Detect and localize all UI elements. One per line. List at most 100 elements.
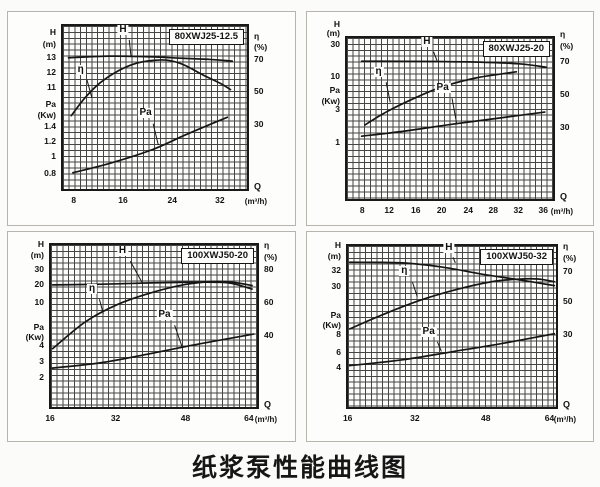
curve-H [69, 56, 233, 61]
y-axis-label: 12 [46, 67, 56, 78]
q-axis-label: Q [560, 191, 568, 202]
x-tick-label: 28 [488, 205, 498, 215]
y-axis-label: 1 [335, 137, 340, 148]
right-axis-label: 30 [560, 121, 570, 132]
right-axis-label: 60 [264, 296, 274, 307]
y-axis-label: 4 [336, 361, 341, 372]
curve-label-Pa: Pa [156, 309, 173, 321]
y-axis-label: (Kw) [322, 319, 341, 330]
y-axis-label: H [49, 27, 56, 38]
figure-caption: 纸浆泵性能曲线图 [191, 453, 408, 482]
y-axis-label: 0.8 [44, 167, 56, 178]
x-tick-label: 48 [180, 413, 191, 423]
x-tick-label: 8 [359, 205, 365, 215]
x-tick-label: 8 [71, 195, 77, 205]
chart-panel-3: 100XWJ50-20 H (m) 30 20 10 Pa (Kw) 4 3 2 η (%) 80 60 4… [7, 231, 296, 442]
q-axis-label: Q [254, 181, 262, 192]
x-tick-label: 64 [544, 413, 555, 423]
x-tick-label: 48 [480, 413, 491, 423]
x-tick-label: 16 [411, 205, 421, 215]
x-tick-label: 16 [45, 413, 55, 423]
curve-label-H: H [116, 245, 129, 257]
x-tick-label: 32 [110, 413, 121, 423]
right-axis-label: 70 [560, 55, 570, 66]
curve-Pa [362, 112, 545, 136]
curves-svg-3 [51, 245, 257, 407]
y-axis-label: H [334, 239, 341, 250]
y-axis-label: 20 [34, 278, 44, 289]
y-axis-label: (m) [327, 251, 341, 262]
curve-label-η: η [75, 63, 86, 75]
right-axis-label: 30 [254, 118, 264, 129]
curves-svg-1 [63, 26, 247, 189]
curve-label-H: H [117, 23, 129, 35]
curve-label-η: η [373, 66, 384, 78]
chart-panel-4: 100XWJ50-32 H (m) 32 30 Pa (Kw) 8 6 4 η (%) 70 50 30 1… [306, 231, 594, 442]
y-axis-label: 32 [331, 264, 341, 275]
y-axis-label: 10 [34, 296, 44, 307]
leader-line-η [386, 82, 390, 102]
chart-panel-1: 80XWJ25-12.5 H (m) 13 12 11 Pa (Kw) 1.4 1.2 1 0.8 η… [7, 11, 296, 226]
x-tick-label: 64 [244, 413, 254, 423]
plot-area-4: 100XWJ50-32 [346, 244, 558, 409]
curve-H [350, 262, 555, 285]
y-axis-label: 8 [336, 328, 341, 339]
curves-svg-4 [348, 246, 556, 407]
y-axis-label: (m) [42, 38, 56, 49]
x-unit-label: (m³/h) [553, 415, 576, 424]
curve-label-H: H [443, 242, 455, 254]
x-tick-label: 20 [436, 205, 447, 215]
y-axis-label: 30 [331, 280, 341, 291]
y-axis-label: 30 [34, 263, 44, 274]
plot-area-2: 80XWJ25-20 [345, 36, 555, 201]
leader-line-H [129, 40, 131, 57]
y-axis-label: (Kw) [321, 95, 340, 106]
right-axis-label: (%) [254, 41, 268, 52]
y-axis-label: Pa [45, 98, 56, 109]
right-axis-label: 70 [563, 265, 573, 276]
y-axis-label: Pa [330, 309, 341, 320]
y-axis-label: 1.2 [44, 135, 56, 146]
curves-svg-2 [347, 38, 553, 199]
leader-line-H [434, 52, 438, 61]
right-axis-label: 70 [254, 53, 264, 64]
right-axis-label: 80 [264, 263, 274, 274]
model-label-4: 100XWJ50-32 [480, 249, 553, 265]
y-axis-label: (Kw) [37, 109, 56, 120]
x-unit-label: (m³/h) [550, 207, 573, 216]
curve-label-Pa: Pa [137, 107, 154, 119]
y-axis-label: (m) [30, 250, 44, 261]
right-axis-label: (%) [563, 252, 577, 263]
x-unit-label: (m³/h) [254, 415, 277, 424]
curve-η [365, 72, 516, 125]
model-label-1: 80XWJ25-12.5 [168, 29, 244, 45]
plot-area-3: 100XWJ50-20 [49, 243, 259, 409]
right-axis-label: 30 [563, 328, 573, 339]
right-axis-label: η [560, 29, 566, 40]
y-axis-label: 4 [39, 339, 44, 350]
curve-Pa [350, 334, 555, 366]
right-axis-label: (%) [560, 40, 574, 51]
y-axis-label: 11 [47, 82, 56, 93]
leader-line-η [412, 282, 417, 296]
y-axis-label: Pa [33, 321, 44, 332]
curve-Pa [52, 334, 254, 368]
right-axis-label: 50 [254, 85, 264, 96]
curve-η [350, 279, 555, 329]
x-tick-label: 32 [513, 205, 523, 215]
y-axis-label: 3 [335, 104, 340, 114]
x-tick-label: 36 [538, 205, 548, 215]
x-unit-label: (m³/h) [244, 197, 267, 206]
y-axis-label: Pa [329, 85, 340, 96]
leader-line-Pa [153, 124, 158, 145]
x-tick-label: 12 [384, 205, 394, 215]
curve-η [53, 281, 252, 348]
x-tick-label: 16 [118, 195, 128, 205]
y-axis-label: 6 [336, 347, 341, 358]
y-axis-label: 30 [330, 38, 340, 49]
plot-area-1: 80XWJ25-12.5 [61, 24, 249, 191]
leader-line-Pa [437, 342, 441, 352]
right-axis-label: (%) [264, 251, 278, 262]
right-axis-label: η [254, 30, 260, 41]
